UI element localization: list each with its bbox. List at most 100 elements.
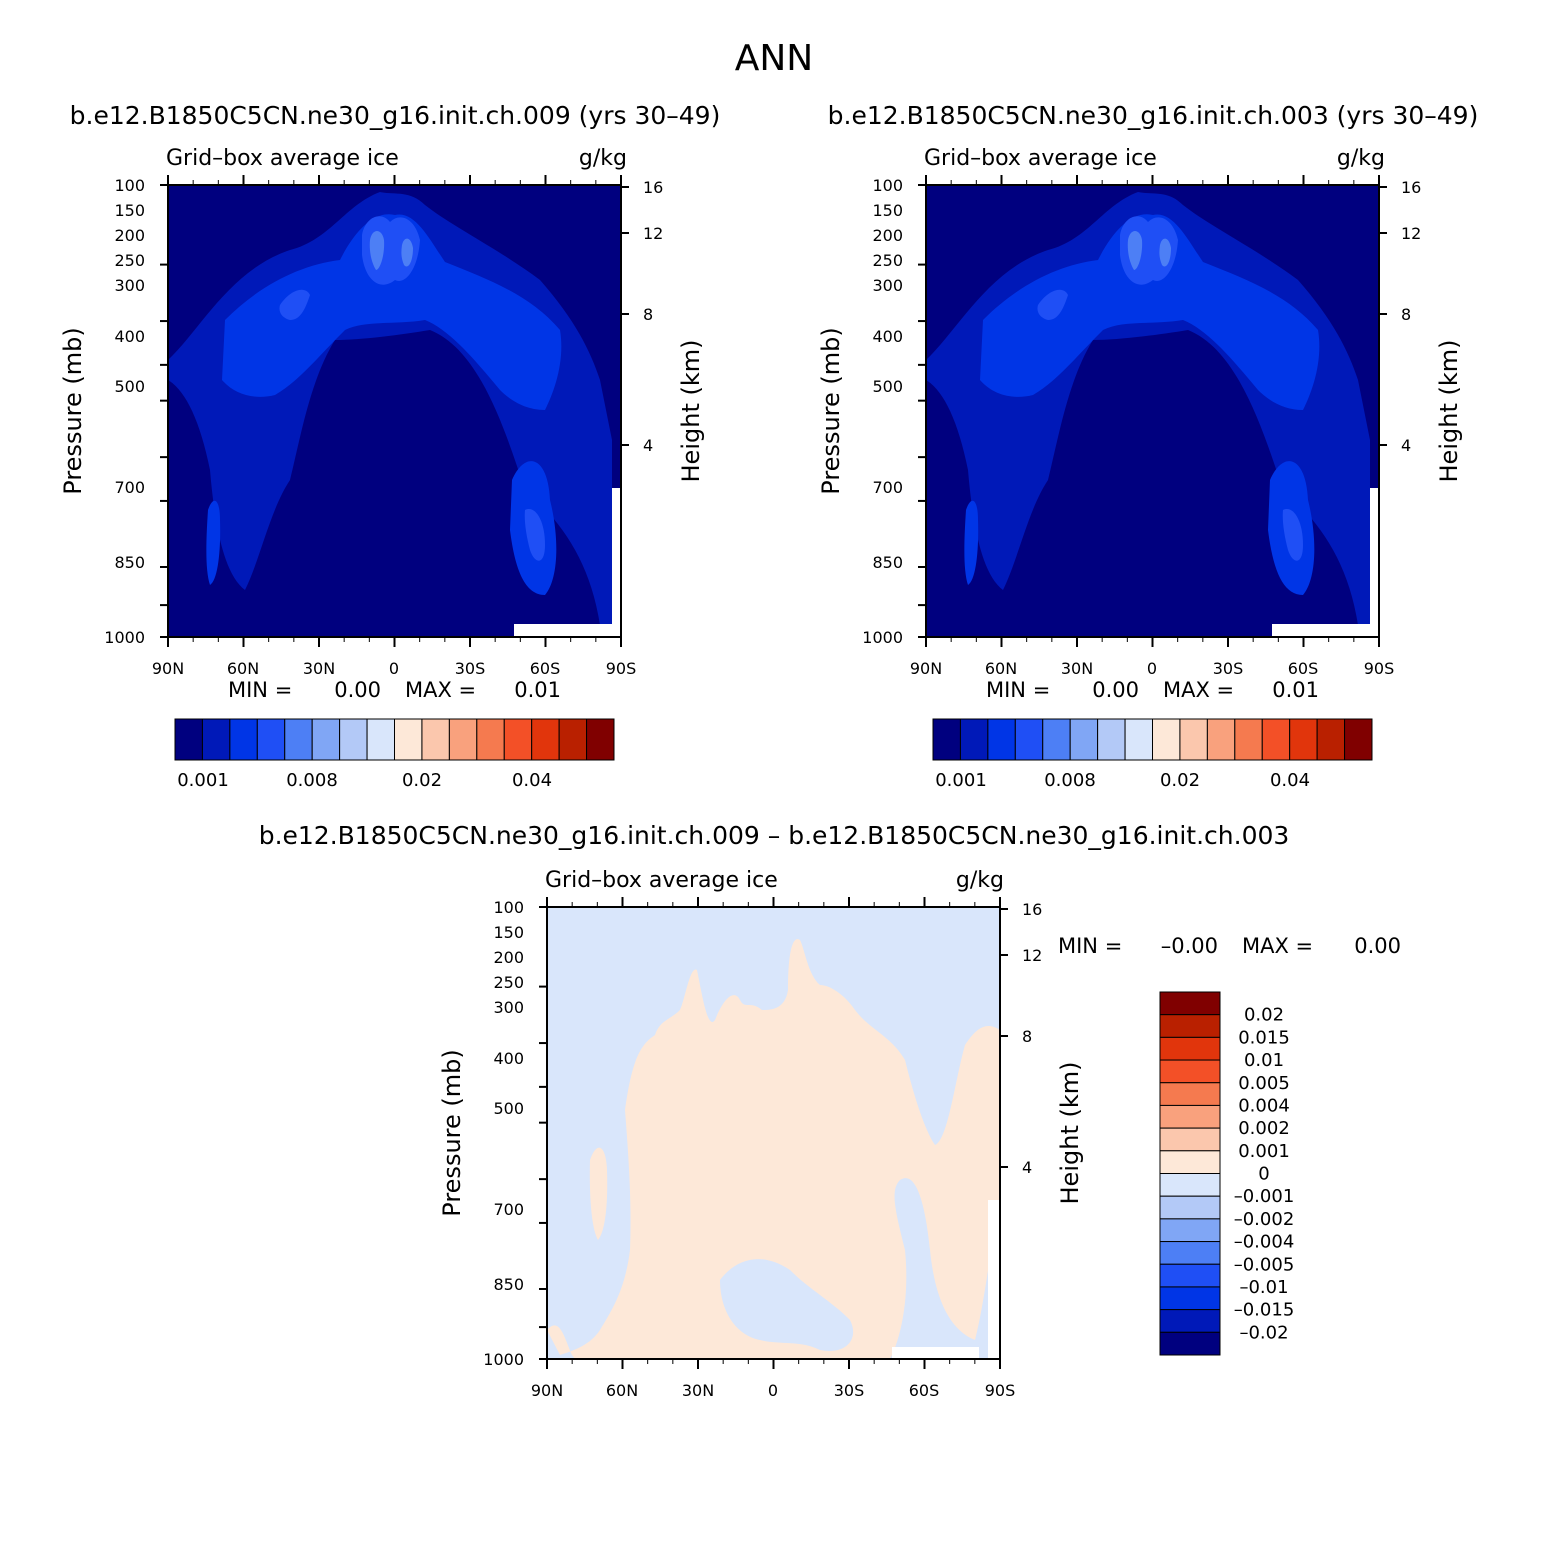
panel-a-xtick-90s: 90S (606, 659, 637, 678)
panel-b-min-label: MIN = (986, 678, 1050, 702)
panel-c-cb-label-8: –0.001 (1234, 1186, 1295, 1207)
panel-c-colorbar-swatch-4 (1159, 1082, 1221, 1106)
panel-b-colorbar-swatch-10 (1206, 718, 1236, 761)
panel-c-y-tick-labels: 100 150 200 250 300 400 500 700 850 1000 (483, 898, 524, 1369)
panel-a-colorbar-swatch-11 (476, 718, 505, 761)
panel-a-colorbar-swatch-14 (558, 718, 588, 761)
panel-b-ytick-400: 400 (872, 327, 903, 346)
panel-c-colorbar (1159, 991, 1221, 1356)
panel-b-colorbar-swatch-13 (1289, 718, 1318, 761)
panel-a-run-title: b.e12.B1850C5CN.ne30_g16.init.ch.009 (yr… (70, 101, 721, 130)
panel-b-cb-label-3: 0.02 (1160, 770, 1200, 791)
panel-c-xtick-60n: 60N (606, 1381, 638, 1400)
panel-c-xtick-30n: 30N (682, 1381, 714, 1400)
panel-c-ytick-100: 100 (493, 898, 524, 917)
panel-b-y-tick-labels: 100 150 200 250 300 400 500 700 850 1000 (862, 176, 903, 647)
panel-a-height-16: 16 (643, 178, 663, 197)
panel-a-ytick-250: 250 (114, 251, 145, 270)
panel-c-ytick-700: 700 (493, 1200, 524, 1219)
panel-a-colorbar-swatch-15 (586, 718, 615, 761)
panel-b-ytick-300: 300 (872, 276, 903, 295)
panel-c-xtick-90n: 90N (531, 1381, 563, 1400)
panel-a-cb-label-3: 0.02 (402, 770, 442, 791)
panel-b-ytick-700: 700 (872, 478, 903, 497)
panel-c-colorbar-swatch-1 (1159, 1014, 1221, 1038)
panel-a-height-8: 8 (643, 305, 653, 324)
panel-c-field (547, 907, 1000, 1359)
panel-c-cb-label-9: –0.002 (1234, 1209, 1295, 1230)
panel-c-colorbar-swatch-12 (1159, 1263, 1221, 1288)
panel-b-run-title: b.e12.B1850C5CN.ne30_g16.init.ch.003 (yr… (828, 101, 1479, 130)
panel-b-colorbar-labels: 0.001 0.008 0.02 0.04 (935, 770, 1310, 791)
panel-c-run-title: b.e12.B1850C5CN.ne30_g16.init.ch.009 – b… (259, 821, 1290, 850)
panel-b-colorbar-swatch-3 (1014, 718, 1044, 761)
panel-b-contour-level-4b (1037, 289, 1068, 320)
panel-a-colorbar-swatch-8 (394, 718, 423, 761)
panel-b-ticks (918, 175, 1387, 647)
panel-c-colorbar-swatch-11 (1159, 1241, 1221, 1265)
panel-c-colorbar-labels: 0.020.0150.010.0050.0040.0020.0010–0.001… (1234, 1005, 1295, 1344)
panel-b-colorbar-swatch-1 (959, 718, 989, 761)
panel-c-colorbar-swatch-15 (1159, 1331, 1221, 1356)
panel-c-height-16: 16 (1022, 900, 1042, 919)
panel-c-field-label: Grid–box average ice (545, 868, 778, 893)
panel-c-cb-label-0: 0.02 (1244, 1005, 1284, 1026)
panel-c-cb-label-11: –0.005 (1234, 1254, 1295, 1275)
panel-b-ytick-250: 250 (872, 251, 903, 270)
panel-b: b.e12.B1850C5CN.ne30_g16.init.ch.003 (yr… (817, 101, 1478, 791)
panel-c-cb-label-2: 0.01 (1244, 1050, 1284, 1071)
panel-b-x-tick-labels: 90N 60N 30N 0 30S 60S 90S (910, 659, 1394, 678)
panel-a-contour-level-4b (279, 289, 310, 320)
panel-b-contour-level-3 (980, 214, 1320, 410)
panel-b-field (926, 185, 1379, 637)
panel-a-contour-level-3 (222, 214, 562, 410)
panel-a-ytick-500: 500 (114, 377, 145, 396)
panel-c-y-right-axis-label: Height (km) (1056, 1062, 1084, 1205)
panel-b-xtick-90n: 90N (910, 659, 942, 678)
panel-c-height-8: 8 (1022, 1027, 1032, 1046)
panel-a: b.e12.B1850C5CN.ne30_g16.init.ch.009 (yr… (59, 101, 720, 791)
panel-b-cb-label-2: 0.008 (1044, 770, 1096, 791)
panel-a-colorbar-swatch-10 (448, 718, 478, 761)
panel-c-missing-edge (988, 1200, 1000, 1359)
panel-b-colorbar-swatch-15 (1344, 718, 1373, 761)
panel-b-ytick-200: 200 (872, 226, 903, 245)
panel-c-min-value: –0.00 (1161, 934, 1218, 958)
panel-a-missing-area (514, 624, 614, 637)
panel-c-ytick-850: 850 (493, 1275, 524, 1294)
panel-a-xtick-60s: 60S (530, 659, 561, 678)
panel-a-max-label: MAX = (405, 678, 476, 702)
panel-b-contour-level-5b (1159, 238, 1171, 267)
panel-a-xtick-60n: 60N (227, 659, 259, 678)
panel-c-colorbar-swatch-6 (1159, 1127, 1221, 1152)
panel-c-cb-label-10: –0.004 (1234, 1232, 1295, 1253)
panel-a-y-right-axis-label: Height (km) (677, 340, 705, 483)
panel-a-colorbar-swatch-6 (339, 718, 368, 761)
panel-c-ytick-250: 250 (493, 973, 524, 992)
panel-a-colorbar-swatch-3 (256, 718, 286, 761)
panel-b-units: g/kg (1337, 146, 1385, 171)
panel-a-min-label: MIN = (228, 678, 292, 702)
panel-a-colorbar-swatch-4 (284, 718, 313, 761)
panel-b-ytick-850: 850 (872, 553, 903, 572)
panel-a-colorbar-swatch-7 (366, 718, 395, 761)
panel-c-x-tick-labels: 90N 60N 30N 0 30S 60S 90S (531, 1381, 1015, 1400)
panel-a-cb-label-1: 0.001 (177, 770, 229, 791)
panel-a-units: g/kg (579, 146, 627, 171)
panel-b-colorbar-swatch-12 (1261, 718, 1291, 761)
panel-c-colorbar-swatch-14 (1159, 1309, 1221, 1333)
panel-a-max-value: 0.01 (514, 678, 561, 702)
panel-b-colorbar-swatch-8 (1152, 718, 1181, 761)
panel-c-colorbar-swatch-10 (1159, 1218, 1221, 1243)
panel-a-ytick-400: 400 (114, 327, 145, 346)
panel-b-xtick-60n: 60N (985, 659, 1017, 678)
panel-b-height-4: 4 (1401, 436, 1411, 455)
panel-b-colorbar (932, 718, 1373, 761)
panel-a-contour-level-5b (401, 238, 413, 267)
panel-c-cb-label-4: 0.004 (1238, 1095, 1290, 1116)
panel-a-cb-label-2: 0.008 (286, 770, 338, 791)
panel-c-xtick-60s: 60S (909, 1381, 940, 1400)
panel-b-height-8: 8 (1401, 305, 1411, 324)
panel-a-contour-level-5 (369, 231, 385, 270)
